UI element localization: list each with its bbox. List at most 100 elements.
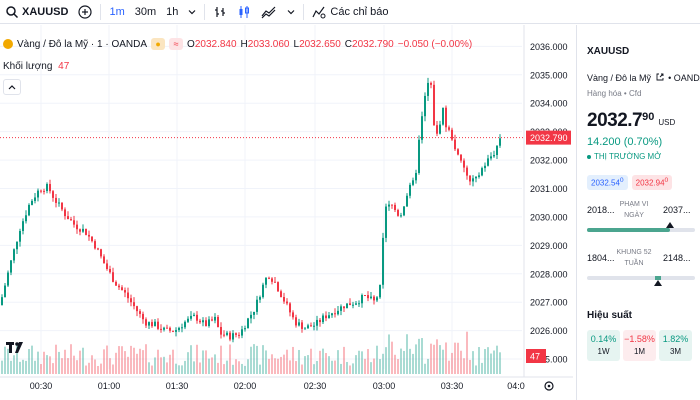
price-tick-label: 2026.000 bbox=[530, 326, 568, 336]
candle-body bbox=[49, 184, 51, 192]
candle-body bbox=[211, 319, 213, 321]
area-style-button[interactable] bbox=[256, 0, 282, 24]
compare-symbol-button[interactable] bbox=[73, 0, 97, 24]
area-chart-icon bbox=[261, 6, 276, 18]
volume-bar bbox=[484, 349, 486, 374]
indicators-button[interactable]: Các chỉ báo bbox=[307, 0, 393, 24]
volume-bar bbox=[496, 345, 498, 374]
settings-toggle-icon[interactable]: ≈ bbox=[169, 38, 184, 50]
symbol-search-button[interactable]: XAUUSD bbox=[0, 0, 73, 24]
volume-bar bbox=[229, 344, 231, 374]
price-chart[interactable]: 2036.0002035.0002034.0002033.0002032.000… bbox=[0, 25, 573, 400]
interval-1h-button[interactable]: 1h bbox=[166, 5, 179, 18]
volume-bar bbox=[391, 341, 393, 374]
market-status: THỊ TRƯỜNG MỞ bbox=[587, 152, 700, 161]
interval-1m-button[interactable]: 1m bbox=[109, 5, 125, 18]
candle-body bbox=[163, 327, 165, 330]
volume-bar bbox=[190, 345, 192, 374]
candles-style-button[interactable] bbox=[232, 0, 256, 24]
volume-bar bbox=[472, 351, 474, 374]
volume-bar bbox=[10, 360, 12, 374]
volume-bar bbox=[73, 355, 75, 374]
candle-body bbox=[178, 327, 180, 331]
interval-dropdown-button[interactable] bbox=[183, 0, 201, 24]
candle-body bbox=[223, 334, 225, 336]
volume-bar bbox=[262, 345, 264, 374]
candle-body bbox=[238, 334, 240, 336]
candle-body bbox=[220, 327, 222, 335]
volume-bar bbox=[331, 360, 333, 374]
volume-bar bbox=[49, 356, 51, 374]
bid-fraction: 0 bbox=[619, 177, 624, 184]
volume-bar bbox=[319, 350, 321, 374]
volume-bar bbox=[421, 338, 423, 374]
volume-bar bbox=[184, 360, 186, 374]
volume-bar bbox=[85, 365, 87, 374]
sidebar-name[interactable]: Vàng / Đô la Mỹ bbox=[587, 73, 652, 83]
bar-style-button[interactable] bbox=[208, 0, 232, 24]
tradingview-logo[interactable] bbox=[6, 341, 26, 358]
interval-30m-button[interactable]: 30m bbox=[134, 5, 157, 18]
chart-style-dropdown-button[interactable] bbox=[282, 0, 300, 24]
last-volume-badge bbox=[526, 349, 546, 363]
candle-body bbox=[466, 167, 468, 176]
candle-body bbox=[7, 272, 9, 286]
volume-bar bbox=[145, 344, 147, 374]
volume-bar bbox=[406, 334, 408, 374]
last-price-label: 2032.790 bbox=[530, 133, 568, 143]
performance-3m[interactable]: 1.82% 3M bbox=[659, 329, 692, 361]
price-axis[interactable]: 2036.0002035.0002034.0002033.0002032.000… bbox=[523, 25, 571, 377]
sidebar-symbol[interactable]: XAUUSD bbox=[587, 46, 630, 57]
time-tick-label: 01:30 bbox=[166, 381, 189, 391]
collapse-legend-button[interactable] bbox=[3, 79, 21, 95]
performance-1m-label: 1M bbox=[633, 347, 646, 357]
time-tick-label: 02:00 bbox=[234, 381, 257, 391]
volume-bar bbox=[397, 359, 399, 374]
candle-body bbox=[316, 319, 318, 326]
candle-body bbox=[292, 312, 294, 318]
chart-panel[interactable]: 2036.0002035.0002034.0002033.0002032.000… bbox=[0, 25, 573, 400]
gear-icon[interactable] bbox=[544, 381, 554, 391]
volume-bar bbox=[487, 347, 489, 374]
volume-bar bbox=[295, 361, 297, 374]
volume-bar bbox=[388, 334, 390, 374]
candle-body bbox=[235, 333, 237, 335]
toolbar-divider bbox=[100, 3, 102, 20]
candle-body bbox=[55, 197, 57, 203]
week52-range: 1804... KHUNG 52 TUẦN 2148... bbox=[587, 244, 700, 276]
volume-bar bbox=[382, 353, 384, 374]
volume-bar bbox=[106, 345, 108, 374]
volume-bar bbox=[148, 362, 150, 374]
volume-bar bbox=[445, 342, 447, 374]
volume-bar bbox=[403, 350, 405, 374]
high-value: 2033.060 bbox=[247, 38, 290, 50]
volume-bar bbox=[307, 355, 309, 374]
candle-body bbox=[34, 197, 36, 201]
volume-bar bbox=[352, 363, 354, 374]
eye-icon[interactable]: ● bbox=[151, 38, 166, 50]
candle-body bbox=[172, 330, 174, 332]
candle-body bbox=[13, 249, 15, 261]
candle-body bbox=[232, 333, 234, 340]
candle-body bbox=[19, 230, 21, 242]
time-axis[interactable]: 00:30 01:00 01:30 02:00 02:30 03:00 03:30 04:0 bbox=[0, 376, 573, 391]
volume-bar bbox=[460, 350, 462, 374]
candle-body bbox=[160, 328, 162, 330]
candle-body bbox=[217, 316, 219, 328]
external-link-icon[interactable] bbox=[656, 73, 664, 81]
week52-range-marker-icon bbox=[654, 279, 663, 286]
volume-bar bbox=[385, 347, 387, 374]
candle-body bbox=[10, 260, 12, 273]
volume-bar bbox=[259, 364, 261, 374]
candle-body bbox=[97, 248, 99, 250]
volume-bar bbox=[232, 364, 234, 374]
week52-range-fill bbox=[655, 275, 662, 280]
volume-bar bbox=[280, 356, 282, 374]
volume-bar bbox=[469, 359, 471, 374]
bid-ask-row: 2032.540 2032.940 bbox=[587, 175, 700, 190]
candle-body bbox=[103, 256, 105, 264]
performance-1m[interactable]: −1.58% 1M bbox=[623, 329, 656, 361]
volume-bar bbox=[58, 351, 60, 374]
performance-1w[interactable]: 0.14% 1W bbox=[587, 329, 620, 361]
gear-icon-ring bbox=[544, 381, 554, 391]
